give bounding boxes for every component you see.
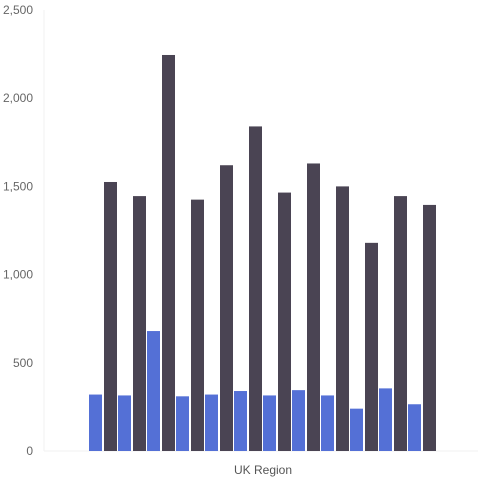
y-axis-ticks: 0 500 1,000 1,500 2,000 2,500 bbox=[3, 3, 33, 458]
bars bbox=[89, 54, 436, 452]
bar-series-1-item-2[interactable] bbox=[118, 395, 131, 451]
bar-series-2-item-3[interactable] bbox=[162, 54, 175, 452]
bar-series-2-item-1[interactable] bbox=[104, 181, 117, 452]
bar-series-1-item-8[interactable] bbox=[292, 390, 305, 451]
y-tick-label: 1,500 bbox=[3, 179, 33, 193]
y-tick-label: 2,000 bbox=[3, 91, 33, 105]
bar-series-2-item-9[interactable] bbox=[336, 186, 349, 451]
y-tick-label: 0 bbox=[26, 444, 33, 458]
bar-series-1-item-5[interactable] bbox=[205, 394, 218, 451]
bar-series-1-item-7[interactable] bbox=[263, 395, 276, 451]
bar-series-1-item-1[interactable] bbox=[89, 394, 102, 451]
x-axis-title: UK Region bbox=[234, 463, 292, 477]
bar-series-2-item-8[interactable] bbox=[307, 163, 320, 451]
bar-series-1-item-12[interactable] bbox=[408, 404, 421, 451]
bar-series-2-item-10[interactable] bbox=[365, 242, 378, 451]
bar-series-2-item-5[interactable] bbox=[220, 165, 233, 451]
bar-series-1-item-9[interactable] bbox=[321, 395, 334, 451]
bar-series-1-item-10[interactable] bbox=[350, 408, 363, 451]
bar-series-1-item-11[interactable] bbox=[379, 388, 392, 451]
bar-series-2-item-12[interactable] bbox=[423, 204, 436, 451]
bar-series-1-item-4[interactable] bbox=[176, 396, 189, 451]
bar-series-2-item-11[interactable] bbox=[394, 196, 407, 451]
y-tick-label: 500 bbox=[13, 356, 33, 370]
bar-series-2-item-7[interactable] bbox=[278, 192, 291, 451]
bar-series-2-item-4[interactable] bbox=[191, 199, 204, 451]
bar-series-1-item-3[interactable] bbox=[147, 331, 160, 451]
bar-series-1-item-6[interactable] bbox=[234, 391, 247, 451]
bar-series-2-item-2[interactable] bbox=[133, 196, 146, 451]
y-tick-label: 2,500 bbox=[3, 3, 33, 17]
y-tick-label: 1,000 bbox=[3, 268, 33, 282]
bar-series-2-item-6[interactable] bbox=[249, 126, 262, 451]
